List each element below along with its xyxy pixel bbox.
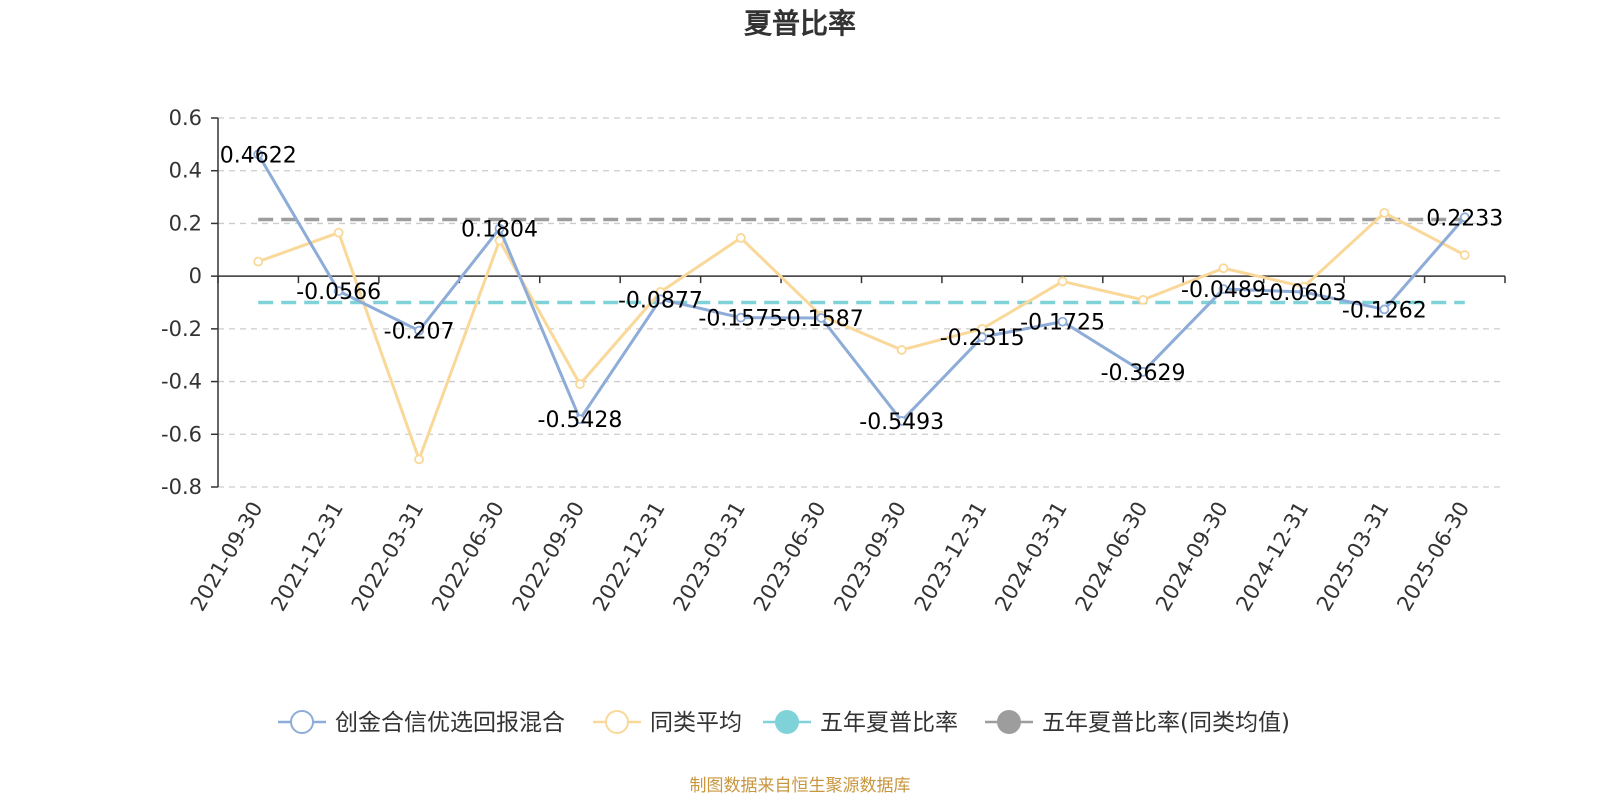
data-point [977,332,988,343]
data-point [414,325,424,336]
legend-label: 同类平均 [650,710,742,736]
data-point [1218,263,1229,274]
data-label: -0.0489 [1181,278,1266,303]
reference-lines [258,217,1465,305]
legend-marker [997,710,1021,734]
source-note: 制图数据来自恒生聚源数据库 [690,776,911,796]
grid-lines [218,117,1505,488]
x-tick-label: 2024-12-31 [1231,498,1313,616]
y-tick-label: -0.8 [161,475,202,499]
data-label: -0.1587 [779,307,864,332]
x-tick-label: 2024-03-31 [990,498,1072,616]
x-tick-label: 2025-03-31 [1312,498,1394,616]
data-label: 0.4622 [220,143,297,168]
x-tick-label: 2023-09-30 [829,498,911,616]
legend-item[interactable]: 五年夏普比率 [763,710,958,736]
data-label: 0.2233 [1426,206,1503,231]
y-tick-label: 0.4 [169,159,202,183]
data-point [1138,366,1148,377]
x-tick-label: 2023-12-31 [910,498,992,616]
data-point [575,379,585,390]
data-label: -0.0603 [1261,281,1346,306]
data-point [414,454,424,465]
legend-item[interactable]: 五年夏普比率(同类均值) [985,710,1290,736]
y-tick-label: 0.6 [169,106,202,130]
data-label: -0.0877 [618,288,703,313]
series-line [256,153,1466,423]
x-tick-label: 2021-09-30 [186,498,268,616]
data-point [896,416,907,426]
y-tick-label: 0.2 [169,211,202,235]
data-point [1459,212,1470,223]
data-point [735,312,746,323]
data-label: -0.3629 [1101,361,1186,386]
y-tick-label: -0.6 [161,422,202,446]
legend-marker [775,710,799,734]
data-point [1299,287,1309,297]
legend-label: 创金合信优选回报混合 [335,710,565,736]
data-point [1218,284,1229,294]
x-tick-label: 2024-09-30 [1151,498,1233,616]
data-point [333,286,344,296]
data-point [735,233,746,243]
data-point [253,149,264,160]
legend[interactable]: 创金合信优选回报混合 同类平均 五年夏普比率 五年夏普比率(同类均值) [278,710,1290,736]
legend-label: 五年夏普比率(同类均值) [1042,710,1290,736]
data-point [494,223,505,234]
data-point [1379,207,1390,218]
data-label: -0.1725 [1020,311,1105,336]
y-tick-label: -0.2 [161,317,202,341]
x-tick-label: 2024-06-30 [1071,498,1153,616]
y-tick-label: -0.4 [161,370,202,394]
data-labels: 0.4622-0.0566-0.2070.1804-0.5428-0.0877-… [220,143,1504,435]
data-label: -0.207 [384,320,455,345]
chart-title: 夏普比率 [744,7,856,40]
legend-item[interactable]: 创金合信优选回报混合 [278,710,565,736]
series-lines [253,149,1470,465]
data-point [655,294,666,305]
data-point [1379,304,1390,315]
x-tick-label: 2022-06-30 [427,498,509,616]
data-label: 0.1804 [461,218,538,243]
x-tick-label: 2022-12-31 [588,498,670,616]
data-point [575,414,585,425]
x-tick-label: 2021-12-31 [266,498,348,616]
data-label: -0.5428 [538,408,623,433]
data-point [1057,316,1068,327]
data-point [1459,250,1470,260]
data-point [896,345,907,355]
legend-marker [605,710,629,734]
x-tick-label: 2023-06-30 [749,498,831,616]
data-label: -0.0566 [296,280,381,305]
legend-item[interactable]: 同类平均 [593,710,742,736]
legend-marker [290,710,314,734]
data-label: -0.1262 [1342,298,1427,323]
series-line [257,211,1466,461]
data-point [1138,294,1148,305]
data-point [253,256,264,267]
y-tick-label: 0 [189,264,202,288]
data-point [816,313,827,323]
legend-label: 五年夏普比率 [820,710,958,736]
data-point [1057,276,1068,287]
data-point [333,227,344,238]
axes: 0.6 0.4 0.2 0 -0.2 -0.4 -0.6 -0.82021-09-302021… [161,106,1506,616]
data-label: -0.1575 [698,307,783,332]
x-tick-label: 2023-03-31 [668,498,750,616]
x-tick-label: 2025-06-30 [1392,498,1474,616]
x-tick-label: 2022-03-31 [347,498,429,616]
x-tick-label: 2022-09-30 [507,498,589,616]
data-label: -0.2315 [940,326,1025,351]
data-label: -0.5493 [859,410,944,435]
